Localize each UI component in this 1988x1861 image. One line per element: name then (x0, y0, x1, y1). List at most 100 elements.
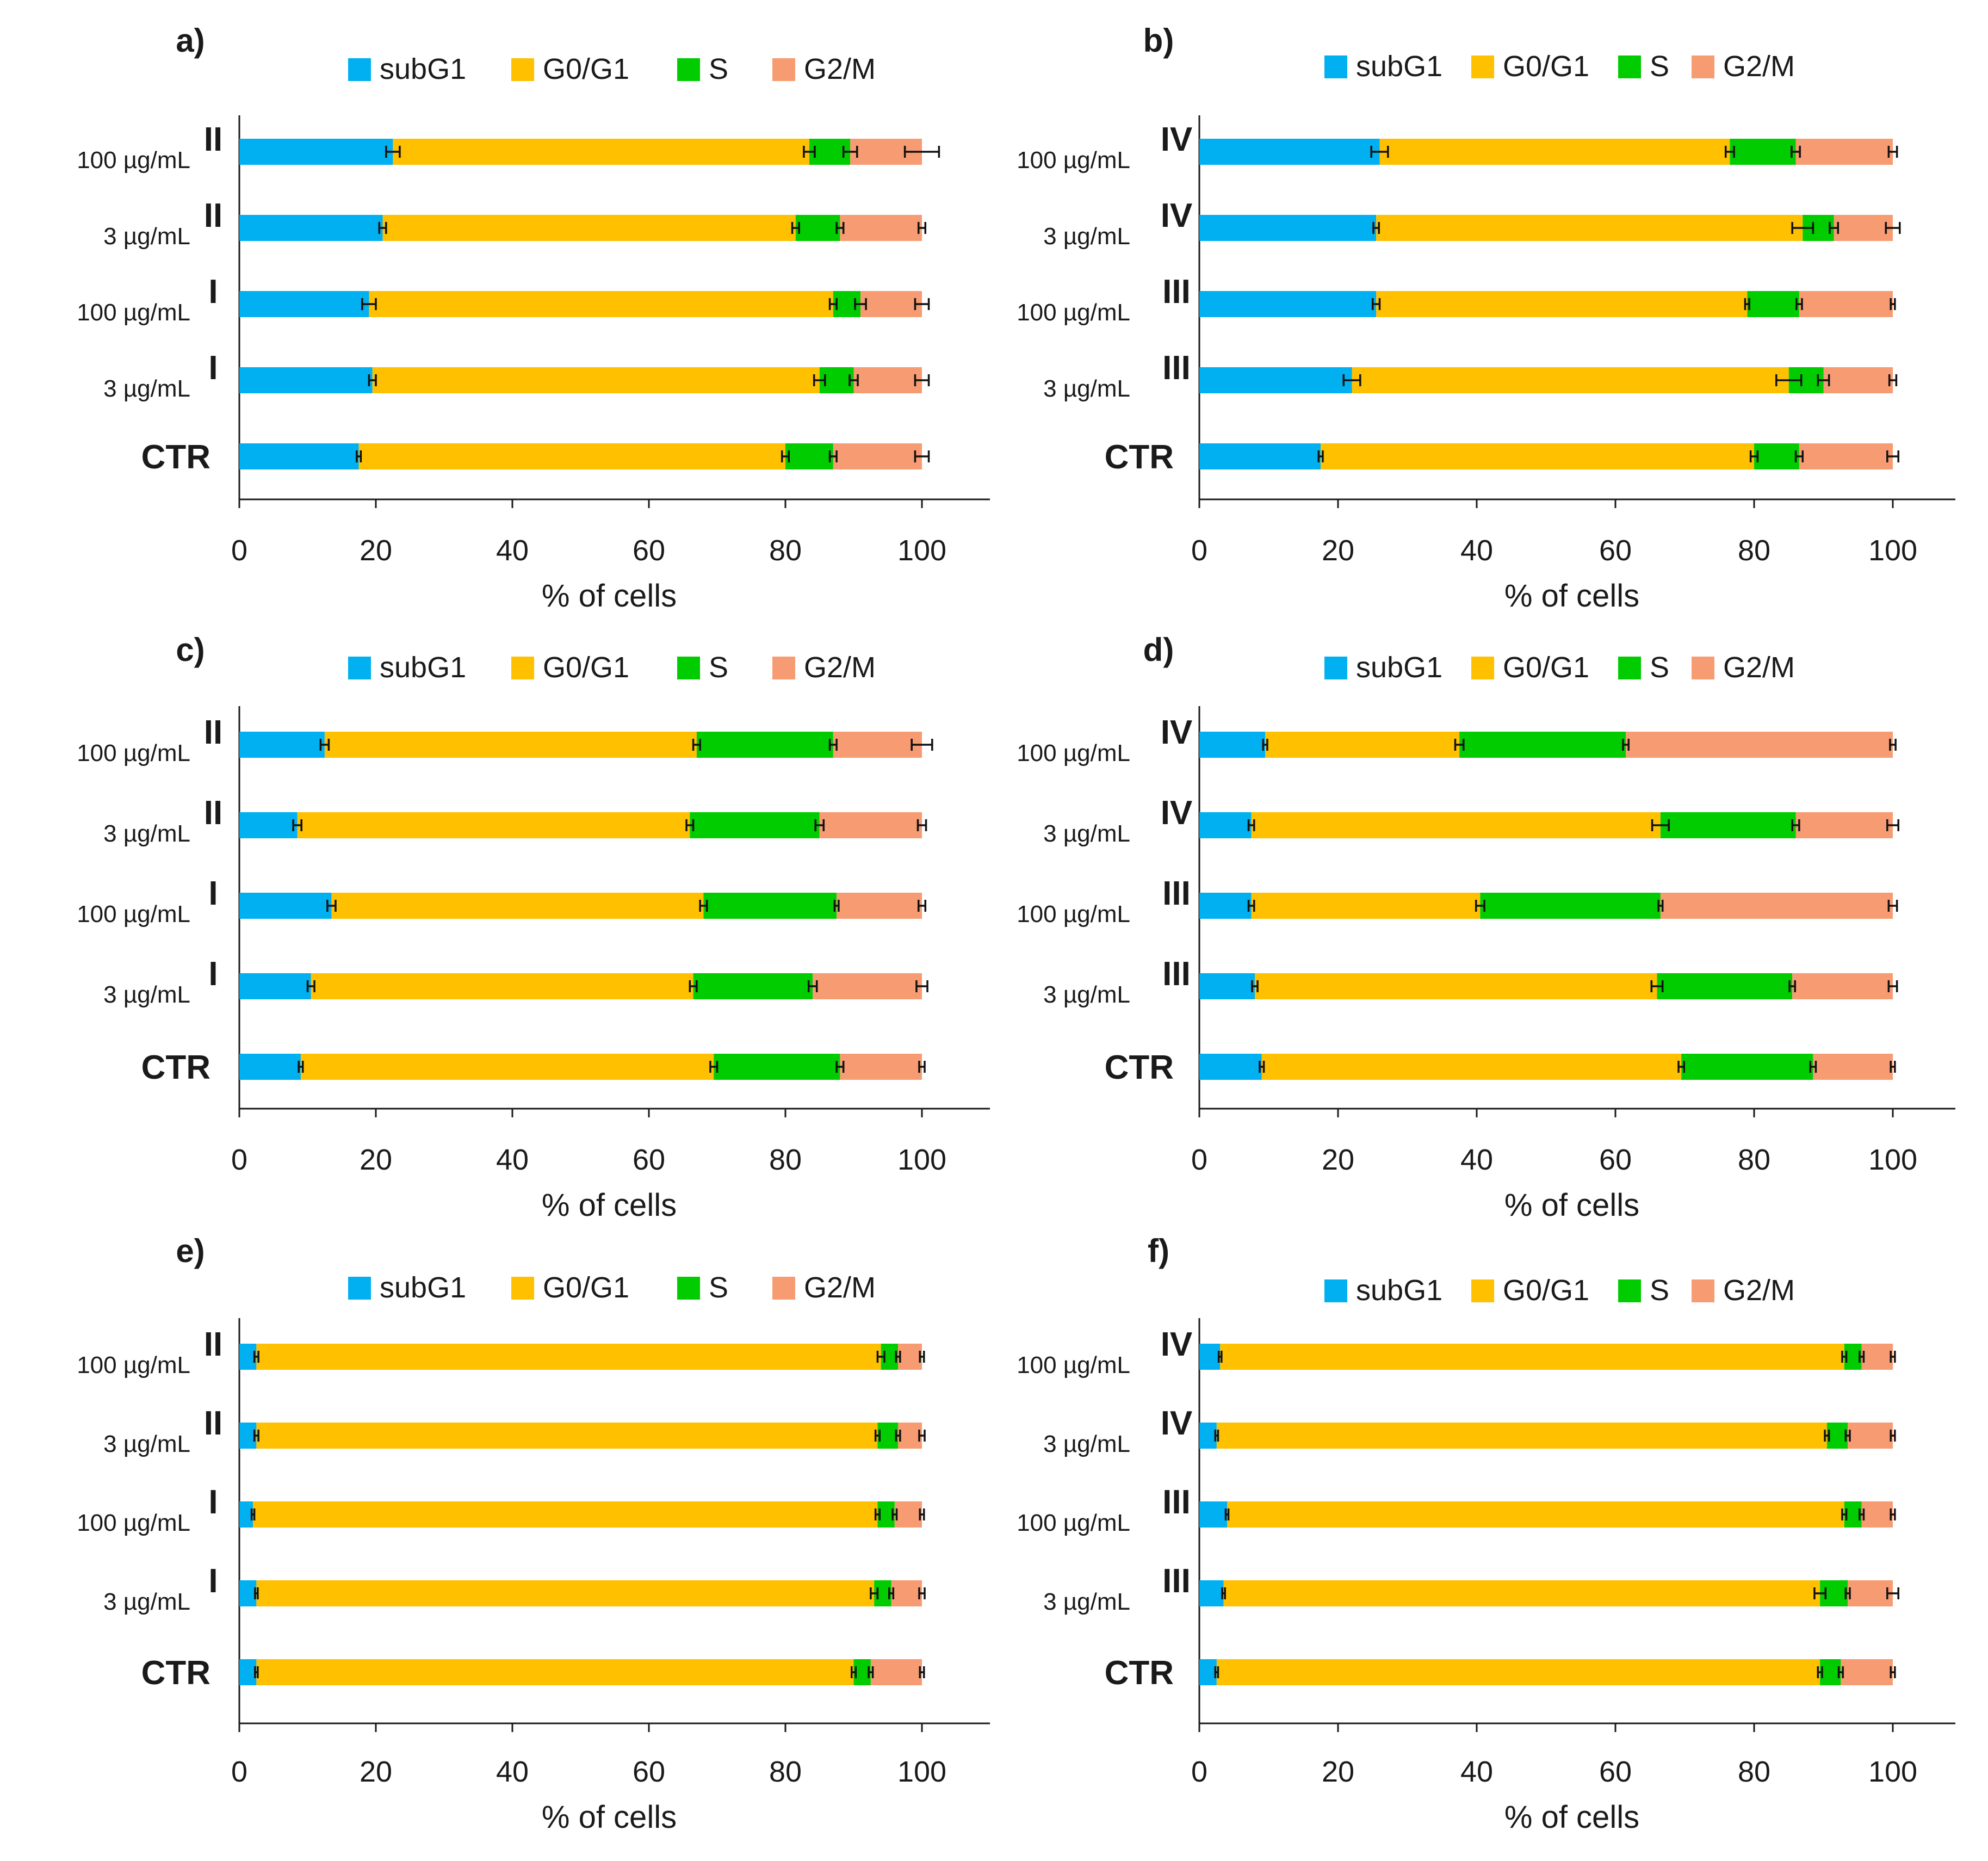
bar-segment-subg1 (239, 1659, 257, 1685)
x-tick-label: 0 (1191, 1143, 1207, 1176)
x-tick-label: 60 (1599, 1755, 1632, 1788)
row-compound-label: CTR (141, 1654, 210, 1692)
error-bar-subg1 (1342, 374, 1361, 386)
x-axis-title: % of cells (1504, 1188, 1639, 1223)
bar-segment-g0g1 (1321, 443, 1754, 469)
bar-segment-g0g1 (256, 1423, 878, 1449)
legend-swatch-s (1618, 657, 1641, 679)
bar-segment-subg1 (239, 443, 359, 469)
error-bar-subg1 (1372, 222, 1380, 234)
error-bar-subg1 (1214, 1430, 1219, 1442)
error-bar-s (828, 739, 838, 751)
x-tick-label: 80 (769, 534, 802, 567)
row-concentration-label: 3 µg/mL (103, 981, 190, 1008)
bar-segment-s (714, 1054, 840, 1080)
bar-segment-g0g1 (1255, 973, 1657, 999)
row-concentration-label: 100 µg/mL (1017, 1352, 1130, 1378)
x-axis-title: % of cells (1504, 578, 1639, 614)
error-bar-g2m (1886, 819, 1899, 831)
error-bar-s (1657, 900, 1664, 912)
bar-row: 3 µg/mL III (1043, 349, 1898, 402)
error-bar-subg1 (385, 146, 401, 158)
bar-segment-g0g1 (1352, 367, 1789, 393)
bar-segment-g2m (1799, 291, 1893, 317)
x-tick-label: 40 (496, 1755, 529, 1788)
error-bar-subg1 (1259, 1061, 1265, 1073)
error-bar-s (895, 1351, 901, 1363)
bar-segment-g2m (840, 215, 922, 241)
x-tick-label: 80 (1738, 534, 1770, 567)
error-bar-g0g1 (781, 450, 790, 462)
x-tick-label: 100 (897, 1755, 946, 1788)
bar-segment-g2m (1626, 732, 1893, 758)
error-bar-subg1 (253, 1430, 259, 1442)
bar-segment-g2m (1861, 1344, 1893, 1370)
error-bar-g2m (918, 1587, 926, 1599)
error-bar-g2m (1885, 222, 1901, 234)
row-concentration-label: 100 µg/mL (1017, 299, 1130, 326)
legend-swatch-g2m (772, 1277, 795, 1300)
bar-segment-g0g1 (372, 367, 820, 393)
legend-label-s: S (709, 651, 728, 684)
error-bar-subg1 (356, 450, 362, 462)
bar-segment-s (1459, 732, 1626, 758)
panel-c: c) subG1 G0/G1 S G2/M 0 20 40 60 80 100 % of cells 1… (77, 632, 990, 1223)
bar-row: 100 µg/mL III (1017, 875, 1898, 928)
bar-segment-subg1 (1199, 1344, 1221, 1370)
bar-segment-s (696, 732, 833, 758)
error-bar-s (1622, 739, 1630, 751)
bar-segment-subg1 (1199, 1659, 1217, 1685)
bar-segment-g2m (891, 1580, 922, 1606)
error-bar-subg1 (254, 1666, 259, 1678)
row-compound-label: III (1162, 1562, 1191, 1600)
x-tick-label: 60 (633, 534, 665, 567)
bar-segment-subg1 (1199, 1580, 1224, 1606)
error-bar-subg1 (1247, 819, 1255, 831)
error-bar-g0g1 (813, 374, 826, 386)
x-tick-label: 0 (1191, 1755, 1207, 1788)
row-compound-label: II (204, 1405, 222, 1442)
row-concentration-label: 3 µg/mL (1043, 981, 1130, 1008)
error-bar-g0g1 (1817, 1666, 1823, 1678)
error-bar-subg1 (292, 819, 302, 831)
bar-segment-g0g1 (369, 291, 833, 317)
x-tick-label: 100 (897, 1143, 946, 1176)
bar-segment-s (690, 812, 820, 838)
bar-segment-subg1 (239, 1054, 301, 1080)
panel-a: a) subG1 G0/G1 S G2/M 0 20 40 60 80 100 % of cells 1… (77, 22, 990, 614)
error-bar-subg1 (368, 374, 377, 386)
error-bar-s (1809, 1061, 1817, 1073)
bar-segment-g2m (898, 1423, 922, 1449)
row-concentration-label: 3 µg/mL (103, 820, 190, 847)
row-compound-label: III (1162, 955, 1191, 993)
x-tick-label: 20 (1322, 1755, 1354, 1788)
legend-swatch-g0g1 (511, 1277, 534, 1300)
panel-f: f) subG1 G0/G1 S G2/M 0 20 40 60 80 100 % of cells 1… (1017, 1233, 1955, 1835)
bar-segment-g2m (1795, 139, 1893, 165)
bar-segment-g0g1 (256, 1580, 875, 1606)
bar-segment-subg1 (1199, 1054, 1262, 1080)
row-compound-label: CTR (1105, 438, 1174, 476)
bar-segment-g0g1 (1251, 893, 1481, 919)
bar-segment-g2m (833, 732, 922, 758)
row-concentration-label: 100 µg/mL (1017, 1510, 1130, 1536)
row-compound-label: I (208, 1483, 218, 1521)
bar-segment-subg1 (1199, 139, 1380, 165)
bar-row: 3 µg/mL I (103, 349, 930, 402)
bar-row: 100 µg/mL IV (1017, 714, 1897, 766)
bar-segment-g2m (860, 291, 922, 317)
error-bar-subg1 (378, 222, 387, 234)
bar-segment-g0g1 (297, 812, 690, 838)
row-compound-label: III (1162, 1483, 1191, 1521)
error-bar-s (1859, 1508, 1865, 1520)
row-compound-label: I (208, 1562, 218, 1600)
bar-segment-g2m (870, 1659, 922, 1685)
error-bar-g2m (917, 900, 927, 912)
x-tick-label: 40 (496, 1143, 529, 1176)
legend-label-subg1: subG1 (1356, 1274, 1442, 1307)
row-concentration-label: 3 µg/mL (1043, 1431, 1130, 1457)
error-bar-subg1 (1221, 1587, 1226, 1599)
bar-row: CTR (141, 438, 930, 476)
bar-segment-subg1 (239, 893, 332, 919)
error-bar-subg1 (1262, 739, 1268, 751)
